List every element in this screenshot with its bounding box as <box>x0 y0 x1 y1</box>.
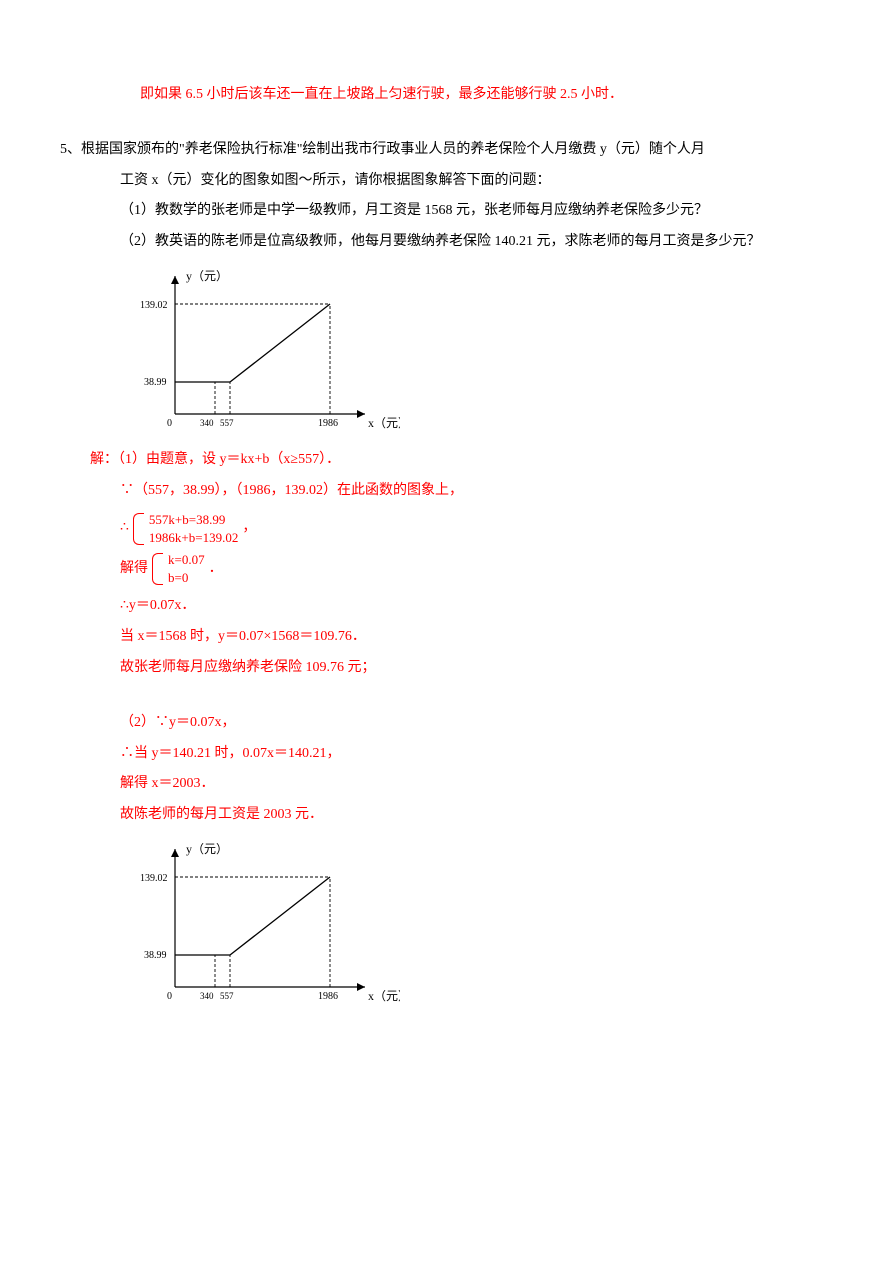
x-axis-label: x（元） <box>368 416 400 430</box>
period-1: ． <box>209 554 223 585</box>
sol-line-2: ∵（557，38.99），（1986，139.02）在此函数的图象上， <box>60 476 832 507</box>
x-arrow-2 <box>357 983 365 991</box>
brace-1: 557k+b=38.99 1986k+b=139.02 <box>133 511 238 547</box>
chart-figure-2: y（元） x（元） 139.02 38.99 0 340 557 1986 <box>140 837 832 1012</box>
problem-5-q1: （1）教数学的张老师是中学一级教师，月工资是 1568 元，张老师每月应缴纳养老… <box>60 196 832 227</box>
y-axis-label-2: y（元） <box>186 842 228 856</box>
x-arrow <box>357 410 365 418</box>
ytick-high-2: 139.02 <box>140 873 168 884</box>
ytick-low-2: 38.99 <box>144 950 167 961</box>
comma-1: ， <box>242 513 256 544</box>
y-arrow-2 <box>171 849 179 857</box>
sol-line-8: （2）∵y＝0.07x， <box>60 708 832 739</box>
problem-number: 5、 <box>60 142 81 157</box>
xtick-340-2: 340 <box>200 991 214 1001</box>
prev-answer-line: 即如果 6.5 小时后该车还一直在上坡路上匀速行驶，最多还能够行驶 2.5 小时… <box>60 80 832 111</box>
ytick-high: 139.02 <box>140 300 168 311</box>
eq-1b: 1986k+b=139.02 <box>149 529 238 547</box>
equation-system-2: 解得 k=0.07 b=0 ． <box>60 551 832 587</box>
equation-system-1: ∴ 557k+b=38.99 1986k+b=139.02 ， <box>60 511 832 547</box>
chart-svg-1: y（元） x（元） 139.02 38.99 0 340 557 1986 <box>140 264 400 439</box>
xtick-557-2: 557 <box>220 991 234 1001</box>
problem-5-stem-1: 5、根据国家颁布的"养老保险执行标准"绘制出我市行政事业人员的养老保险个人月缴费… <box>60 135 832 166</box>
problem-5-q2: （2）教英语的陈老师是位高级教师，他每月要缴纳养老保险 140.21 元，求陈老… <box>60 227 832 258</box>
xtick-0: 0 <box>167 418 172 429</box>
sol-line-6: 当 x＝1568 时，y＝0.07×1568＝109.76． <box>60 622 832 653</box>
stem-text-1: 根据国家颁布的"养老保险执行标准"绘制出我市行政事业人员的养老保险个人月缴费 y… <box>81 142 705 157</box>
therefore-symbol: ∴ <box>120 513 129 544</box>
xtick-1986: 1986 <box>318 418 338 429</box>
brace-2: k=0.07 b=0 <box>152 551 205 587</box>
problem-5-stem-2: 工资 x（元）变化的图象如图～所示，请你根据图象解答下面的问题： <box>60 166 832 197</box>
slope-segment-2 <box>230 877 330 955</box>
y-arrow <box>171 276 179 284</box>
sol-line-5: ∴y＝0.07x． <box>60 591 832 622</box>
x-axis-label-2: x（元） <box>368 989 400 1003</box>
sol-line-1: 解：（1）由题意，设 y＝kx+b（x≥557）． <box>60 445 832 476</box>
sol-line-7: 故张老师每月应缴纳养老保险 109.76 元； <box>60 653 832 684</box>
chart-svg-2: y（元） x（元） 139.02 38.99 0 340 557 1986 <box>140 837 400 1012</box>
chart-figure-1: y（元） x（元） 139.02 38.99 0 340 557 1986 <box>140 264 832 439</box>
xtick-1986-2: 1986 <box>318 991 338 1002</box>
sol-line-11: 故陈老师的每月工资是 2003 元． <box>60 800 832 831</box>
eq-2b: b=0 <box>168 569 205 587</box>
xtick-557: 557 <box>220 418 234 428</box>
eq-1a: 557k+b=38.99 <box>149 511 238 529</box>
ytick-low: 38.99 <box>144 377 167 388</box>
sol-line-9: ∴当 y＝140.21 时，0.07x＝140.21， <box>60 739 832 770</box>
sol-line-10: 解得 x＝2003． <box>60 769 832 800</box>
y-axis-label: y（元） <box>186 269 228 283</box>
eq-2a: k=0.07 <box>168 551 205 569</box>
slope-segment <box>230 304 330 382</box>
xtick-0-2: 0 <box>167 991 172 1002</box>
solve-label: 解得 <box>120 554 148 585</box>
xtick-340: 340 <box>200 418 214 428</box>
